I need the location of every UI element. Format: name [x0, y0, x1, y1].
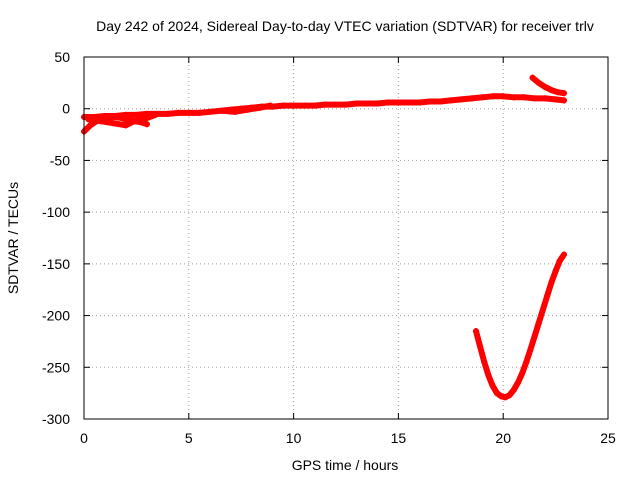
plot-frame: [83, 56, 609, 420]
series-trace: [473, 251, 567, 401]
chart-title: Day 242 of 2024, Sidereal Day-to-day VTE…: [96, 18, 594, 34]
x-tick-label: 15: [391, 430, 407, 446]
y-tick-label: -200: [42, 308, 70, 324]
y-tick-label: -150: [42, 256, 70, 272]
y-tick-label: 0: [62, 101, 70, 117]
data-series: [81, 74, 567, 401]
y-tick-label: -50: [50, 152, 70, 168]
data-series-4: [219, 102, 274, 115]
x-tick-label: 0: [80, 430, 88, 446]
x-axis-label: GPS time / hours: [292, 457, 399, 473]
data-series-6: [472, 251, 567, 401]
x-tick-label: 25: [600, 430, 616, 446]
y-tick-label: -250: [42, 359, 70, 375]
axis-ticks: 0 5 10 15 20 25 50 0 -50 -100 -150 -200 -250 -300: [42, 49, 616, 446]
y-tick-label: -100: [42, 204, 70, 220]
y-tick-label: -300: [42, 411, 70, 427]
x-tick-label: 20: [495, 430, 511, 446]
x-tick-label: 10: [286, 430, 302, 446]
series-trace: [529, 74, 567, 97]
data-series-5: [529, 74, 567, 97]
x-tick-label: 5: [185, 430, 193, 446]
y-tick-label: 50: [54, 49, 70, 65]
grid: [84, 57, 608, 419]
data-series-3: [85, 111, 159, 129]
y-axis-label: SDTVAR / TECUs: [5, 182, 21, 294]
